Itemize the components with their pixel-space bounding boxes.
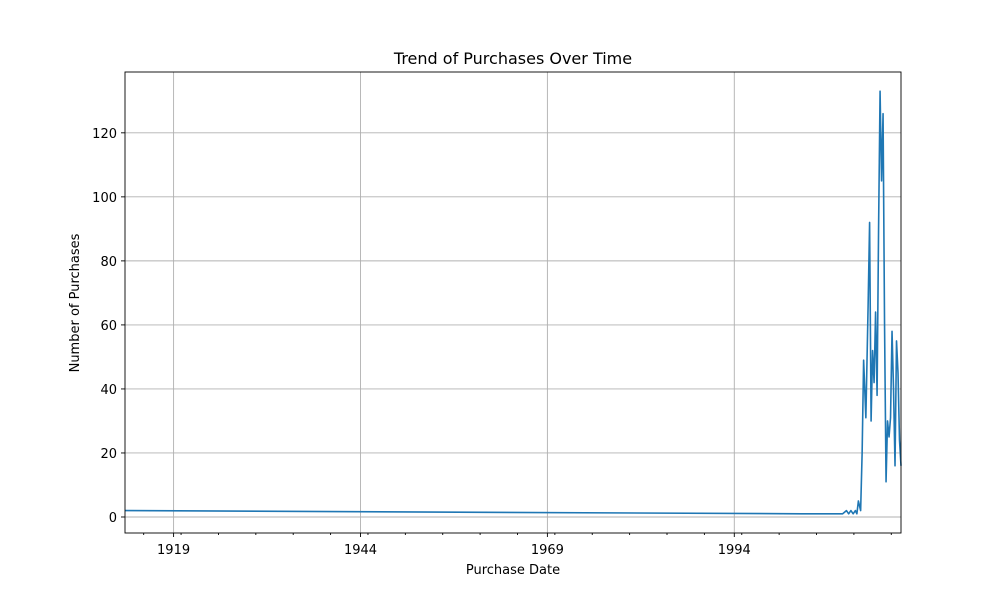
y-axis-label: Number of Purchases <box>68 233 83 372</box>
x-tick-label: 1969 <box>531 543 564 558</box>
series-line <box>124 90 902 515</box>
axis-ticks: 1919 1944 1969 1994 0 20 40 60 80 100 120 <box>92 127 892 558</box>
y-tick-label: 20 <box>100 447 117 462</box>
y-tick-label: 100 <box>92 191 117 206</box>
x-tick-label: 1994 <box>718 543 751 558</box>
x-tick-label: 1944 <box>344 543 377 558</box>
y-tick-label: 40 <box>100 383 117 398</box>
grid-lines <box>125 72 901 533</box>
x-tick-label: 1919 <box>157 543 190 558</box>
series-layer <box>124 90 902 515</box>
x-axis-label: Purchase Date <box>466 563 560 578</box>
chart-title: Trend of Purchases Over Time <box>393 49 632 68</box>
plot-frame <box>124 71 902 534</box>
y-tick-label: 80 <box>100 255 117 270</box>
y-tick-label: 120 <box>92 127 117 142</box>
y-tick-label: 60 <box>100 319 117 334</box>
y-tick-label: 0 <box>109 511 117 526</box>
